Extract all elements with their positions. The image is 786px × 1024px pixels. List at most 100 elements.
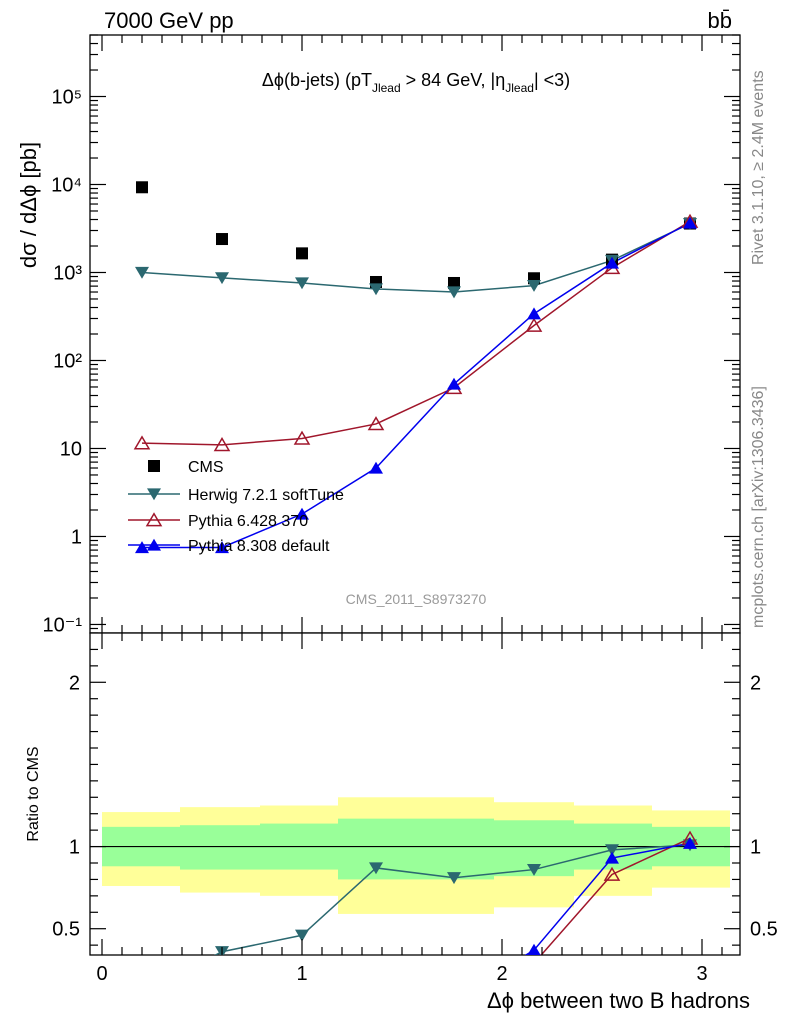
mcplots-reference-label: mcplots.cern.ch [arXiv:1306.3436] bbox=[750, 386, 767, 628]
pythia-8-308-default-point bbox=[295, 507, 309, 520]
x-tick-label: 2 bbox=[496, 963, 507, 985]
herwig-7-2-1-softtune-ratio-point bbox=[295, 929, 309, 942]
ratio-y-tick-label: 0.5 bbox=[52, 919, 80, 941]
pythia-8-308-default-ratio-point bbox=[135, 1005, 149, 1017]
header-energy-label: 7000 GeV pp bbox=[104, 8, 234, 33]
herwig-7-2-1-softtune-line bbox=[141, 222, 691, 293]
ratio-y-tick-label: 2 bbox=[69, 672, 80, 694]
ratio-y-tick-label-right: 2 bbox=[750, 672, 761, 694]
uncertainty-band-bin bbox=[338, 818, 494, 880]
herwig-7-2-1-softtune-point bbox=[135, 266, 149, 279]
herwig-7-2-1-softtune-ratio-point bbox=[527, 863, 541, 876]
ratio-y-axis: 0.5 0.5 1 1 2 2 bbox=[52, 648, 778, 946]
pythia-8-308-default-point bbox=[447, 377, 461, 390]
main-title: Δϕ(b-jets) (pTJlead > 84 GeV, |ηJlead| <… bbox=[262, 70, 570, 95]
title-subscript-1: Jlead bbox=[372, 81, 401, 95]
herwig-7-2-1-softtune-ratio-point bbox=[605, 844, 619, 857]
pythia-6-428-370-point bbox=[133, 435, 151, 450]
cms-point bbox=[136, 181, 148, 194]
pythia-6-428-370-ratio-point bbox=[527, 957, 541, 969]
herwig-7-2-1-softtune-point bbox=[369, 283, 383, 296]
title-part-mid: > 84 GeV, |η bbox=[401, 70, 506, 90]
pythia-8-308-default-point bbox=[605, 256, 619, 269]
pythia-8-308-default-ratio-point bbox=[447, 993, 461, 1005]
cms-point bbox=[216, 233, 228, 246]
herwig-7-2-1-softtune-point bbox=[215, 272, 229, 285]
pythia-8-308-default-ratio-point bbox=[527, 943, 541, 955]
pythia-8-308-default-point bbox=[369, 461, 383, 474]
ratio-panel: 0.5 0.5 1 1 2 2 0 1 2 3 Ratio to CMS Δϕ between … bbox=[25, 632, 778, 1017]
x-tick-label: 0 bbox=[96, 963, 107, 985]
main-panel: 10⁻¹ 1 10 10² 10³ 10⁴ 10⁵ Δϕ(b-jets) (pTJlead … bbox=[16, 34, 741, 636]
herwig-7-2-1-softtune-point bbox=[295, 277, 309, 290]
herwig-7-2-1-softtune-point bbox=[447, 286, 461, 299]
pythia-8-308-default-ratio-point bbox=[215, 1005, 229, 1017]
pythia-6-428-370-ratio-point bbox=[135, 1004, 149, 1016]
y-tick-label: 10⁴ bbox=[51, 175, 82, 197]
ratio-y-tick-label-right: 0.5 bbox=[750, 919, 778, 941]
pythia-6-428-370-point bbox=[213, 437, 231, 452]
title-part-pre: Δϕ(b-jets) (pT bbox=[262, 70, 372, 90]
pythia-8-308-default-ratio-point bbox=[683, 836, 697, 849]
main-x-axis bbox=[101, 35, 723, 633]
x-tick-label: 3 bbox=[696, 963, 707, 985]
ratio-y-tick-label: 1 bbox=[69, 837, 80, 859]
pythia-6-428-370-ratio-point bbox=[215, 1004, 229, 1016]
ratio-x-axis: 0 1 2 3 bbox=[96, 633, 723, 985]
pythia-6-428-370-ratio-point bbox=[603, 866, 621, 881]
title-subscript-2: Jlead bbox=[505, 81, 534, 95]
pythia-6-428-370-line bbox=[141, 220, 691, 446]
rivet-version-label: Rivet 3.1.10, ≥ 2.4M events bbox=[750, 70, 767, 265]
y-tick-label: 10 bbox=[60, 438, 82, 460]
pythia-8-308-default-line bbox=[142, 222, 691, 549]
x-tick-label: 1 bbox=[296, 963, 307, 985]
y-tick-label: 10² bbox=[53, 350, 82, 372]
uncertainty-band-bin bbox=[180, 825, 260, 870]
title-part-post: | <3) bbox=[534, 70, 570, 90]
cms-legend-label: CMS bbox=[188, 459, 224, 476]
pythia-8-308-default-ratio-point bbox=[295, 1004, 309, 1016]
pythia-8-308-default-ratio-point bbox=[369, 1003, 383, 1015]
pythia-6-428-370-point bbox=[293, 430, 311, 445]
cms-point bbox=[448, 276, 460, 289]
watermark-analysis-id: CMS_2011_S8973270 bbox=[346, 591, 487, 607]
main-y-axis-label: dσ / dΔϕ [pb] bbox=[16, 142, 41, 268]
pythia-8-308-default-point bbox=[683, 216, 697, 229]
cms-point bbox=[296, 247, 308, 260]
x-axis-label: Δϕ between two B hadrons bbox=[487, 988, 750, 1013]
y-tick-label: 10⁵ bbox=[51, 87, 82, 109]
legend: CMS Herwig 7.2.1 softTune Pythia 6.428 370… bbox=[128, 459, 344, 555]
main-y-axis: 10⁻¹ 1 10 10² 10³ 10⁴ 10⁵ bbox=[43, 34, 740, 636]
ratio-y-tick-label-right: 1 bbox=[750, 837, 761, 859]
herwig-7-2-1-softtune-ratio-point bbox=[135, 987, 149, 999]
pythia-8-308-default-legend-marker bbox=[147, 538, 161, 551]
pythia-6-428-370-legend-label: Pythia 6.428 370 bbox=[188, 513, 308, 530]
herwig-7-2-1-softtune-ratio-line bbox=[213, 844, 691, 955]
main-panel-frame bbox=[89, 34, 741, 634]
pythia-8-308-default-legend-label: Pythia 8.308 default bbox=[188, 538, 330, 555]
y-tick-label: 1 bbox=[71, 526, 82, 548]
y-tick-label: 10⁻¹ bbox=[43, 614, 83, 636]
pythia-8-308-default-point bbox=[527, 307, 541, 320]
herwig-7-2-1-softtune-ratio-point bbox=[369, 862, 383, 875]
herwig-7-2-1-softtune-ratio-point bbox=[447, 872, 461, 885]
pythia-6-428-370-point bbox=[525, 317, 543, 332]
cms-legend-marker bbox=[148, 460, 160, 472]
pythia-8-308-default-point bbox=[215, 541, 229, 554]
herwig-7-2-1-softtune-legend-marker bbox=[147, 488, 161, 501]
pythia-8-308-default-ratio-line bbox=[524, 842, 691, 955]
pythia-6-428-370-ratio-line bbox=[540, 837, 691, 955]
pythia-6-428-370-ratio-point bbox=[295, 1003, 309, 1015]
pythia-8-308-default-point bbox=[135, 541, 149, 554]
y-tick-label: 10³ bbox=[53, 262, 82, 284]
pythia-6-428-370-ratio-point bbox=[447, 994, 461, 1006]
pythia-8-308-default-ratio-point bbox=[605, 851, 619, 864]
herwig-7-2-1-softtune-legend-label: Herwig 7.2.1 softTune bbox=[188, 487, 344, 504]
header-process-label: bb̄ bbox=[708, 8, 732, 33]
pythia-6-428-370-legend-marker bbox=[145, 512, 163, 527]
pythia-6-428-370-ratio-point bbox=[369, 1001, 383, 1013]
pythia-6-428-370-point bbox=[367, 416, 385, 431]
herwig-7-2-1-softtune-point bbox=[527, 279, 541, 292]
ratio-y-axis-label: Ratio to CMS bbox=[25, 746, 42, 841]
